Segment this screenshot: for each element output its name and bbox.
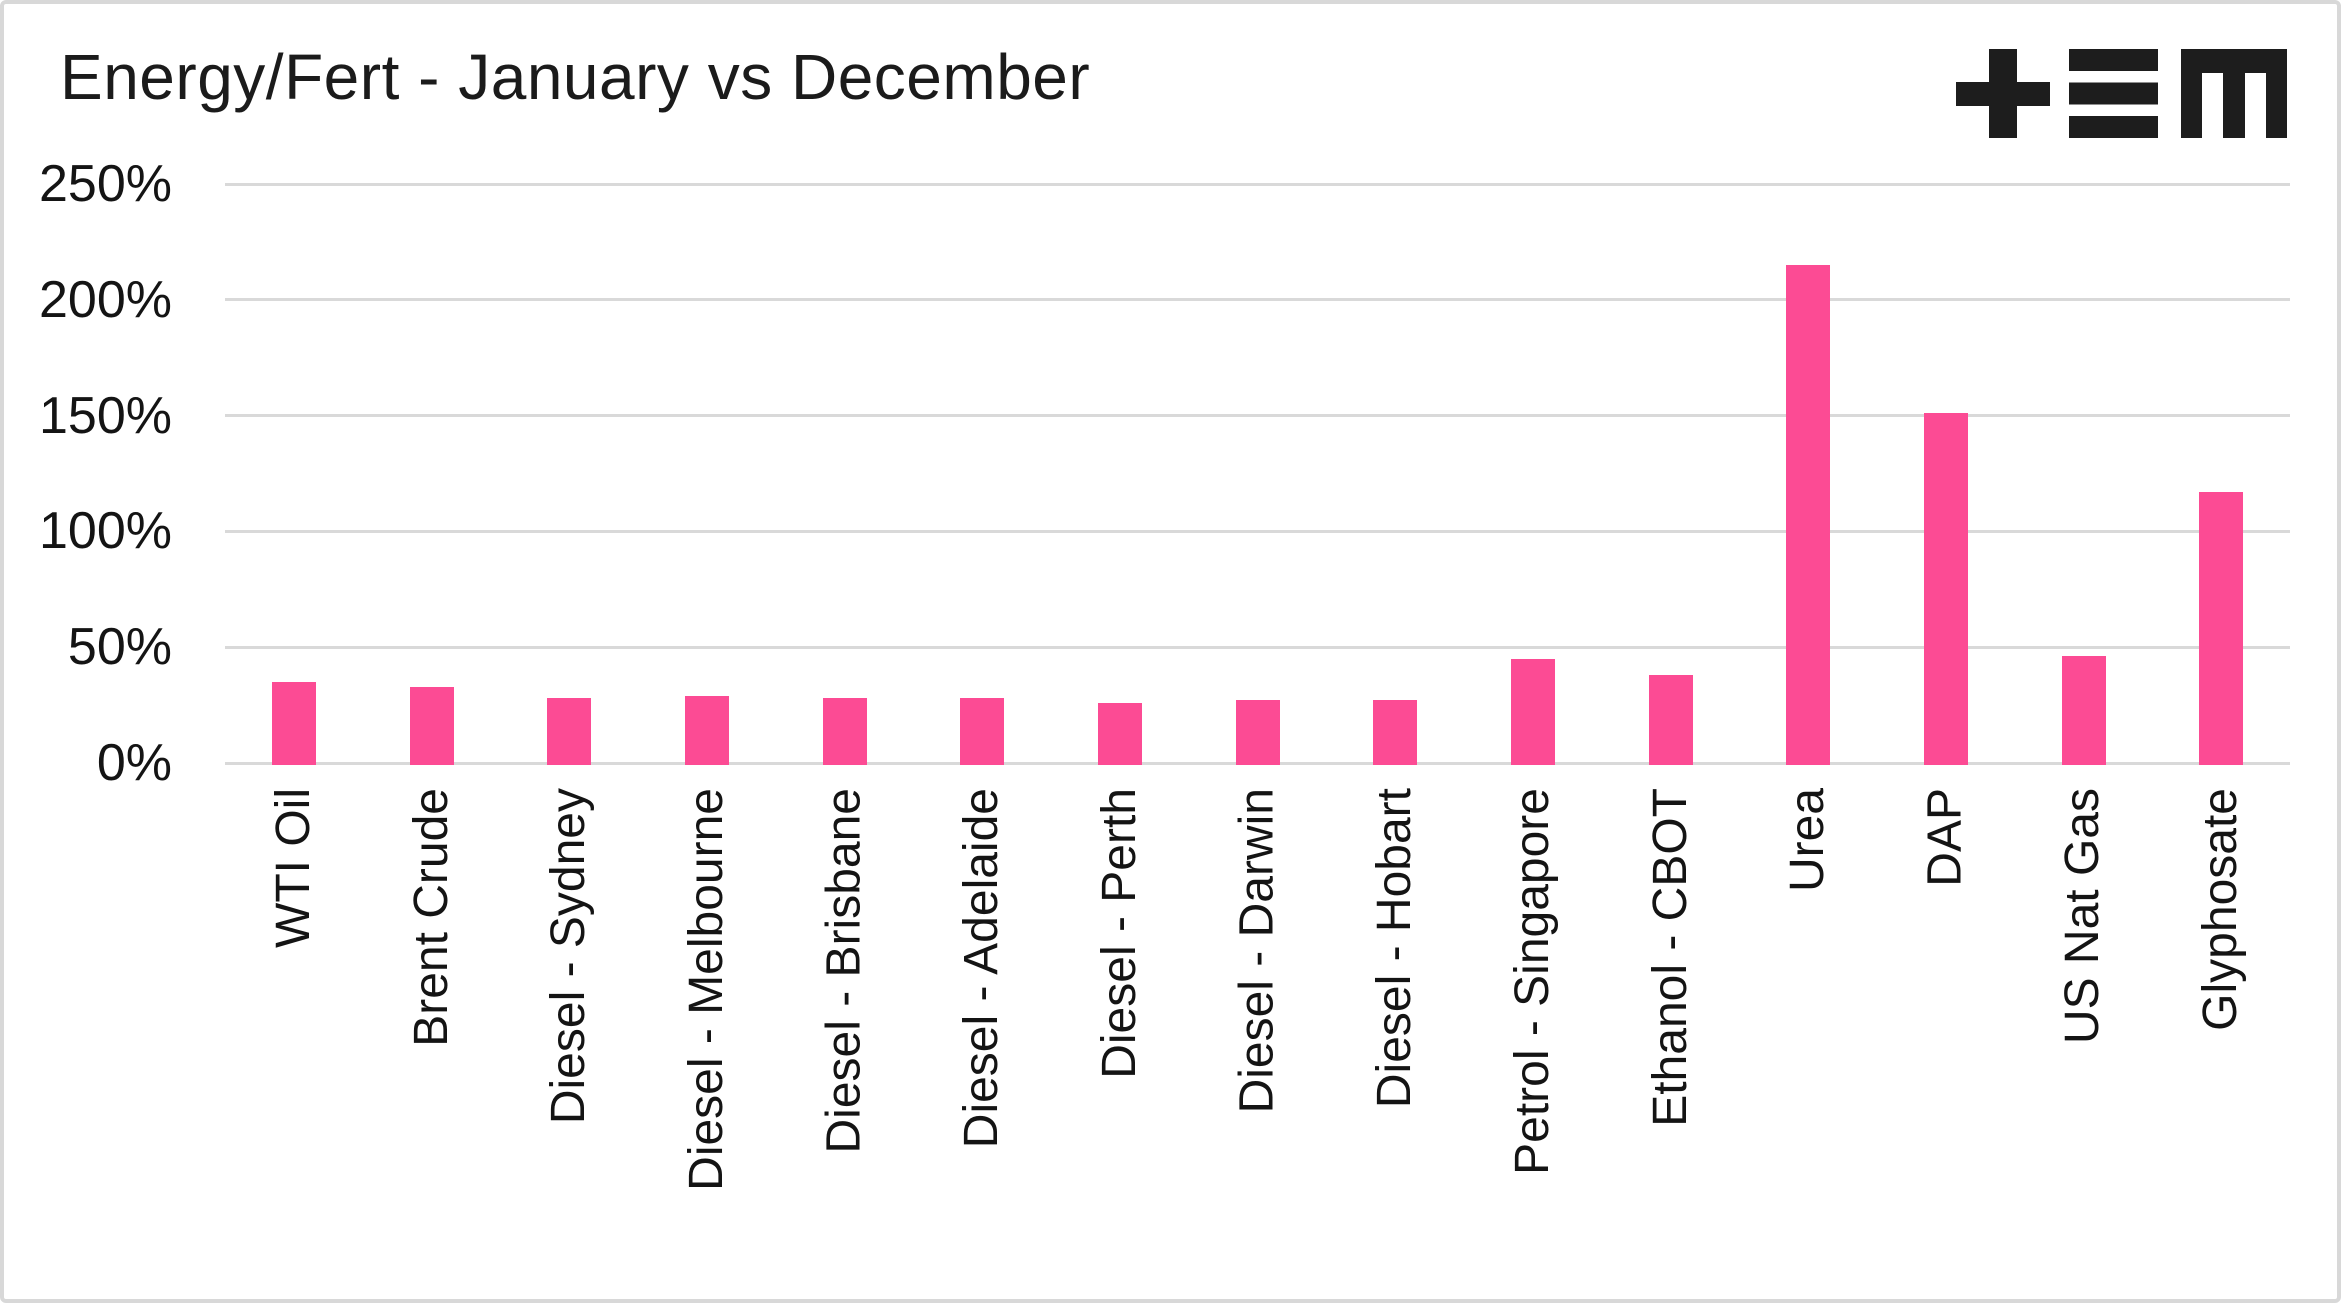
bar <box>1235 700 1280 765</box>
bar <box>271 681 316 765</box>
gridline <box>225 645 2290 649</box>
x-axis-label: Diesel - Adelaide <box>955 788 1009 1149</box>
bar <box>1510 658 1555 765</box>
x-axis-label: Urea <box>1781 788 1835 893</box>
x-axis-label: WTI Oil <box>266 788 320 948</box>
x-axis-label: Diesel - Darwin <box>1230 788 1284 1114</box>
bar <box>1373 700 1418 765</box>
x-axis-label: US Nat Gas <box>2056 788 2110 1045</box>
y-axis-tick-label: 250% <box>39 155 172 213</box>
plus-icon <box>1956 49 2050 138</box>
gridline <box>225 529 2290 533</box>
bar <box>1923 413 1968 765</box>
x-axis-label: Brent Crude <box>404 788 458 1047</box>
y-axis-tick-label: 200% <box>39 270 172 329</box>
x-axis-label: Diesel - Hobart <box>1368 788 1422 1109</box>
gridline <box>225 182 2290 186</box>
bar <box>1648 674 1693 765</box>
y-axis-tick-label: 150% <box>39 386 172 445</box>
x-axis-label: Diesel - Sydney <box>542 788 596 1125</box>
bar <box>2061 656 2106 765</box>
y-axis-tick-label: 50% <box>67 618 172 677</box>
gridline <box>225 414 2290 418</box>
x-axis-label: Petrol - Singapore <box>1505 788 1559 1175</box>
y-axis-tick-label: 0% <box>96 734 172 792</box>
bar <box>822 698 867 765</box>
chart-title: Energy/Fert - January vs December <box>60 41 1091 113</box>
m-glyph-icon <box>2181 49 2287 138</box>
x-axis-label: Diesel - Perth <box>1092 788 1146 1079</box>
x-axis-label: DAP <box>1918 788 1972 887</box>
x-axis-label: Diesel - Melbourne <box>679 788 733 1191</box>
bar <box>1097 702 1142 765</box>
tem-logo <box>1956 49 2287 138</box>
x-axis-label: Diesel - Brisbane <box>817 788 871 1154</box>
equals-icon <box>2069 49 2158 138</box>
bar <box>684 695 729 765</box>
y-axis-tick-label: 100% <box>39 502 172 561</box>
gridline <box>225 298 2290 302</box>
x-axis-label: Ethanol - CBOT <box>1643 788 1697 1127</box>
bar <box>547 698 592 765</box>
bar <box>409 686 454 765</box>
bar <box>960 698 1005 765</box>
bar <box>1786 265 1831 765</box>
bar <box>2199 492 2244 765</box>
x-axis-label: Glyphosate <box>2194 788 2248 1031</box>
